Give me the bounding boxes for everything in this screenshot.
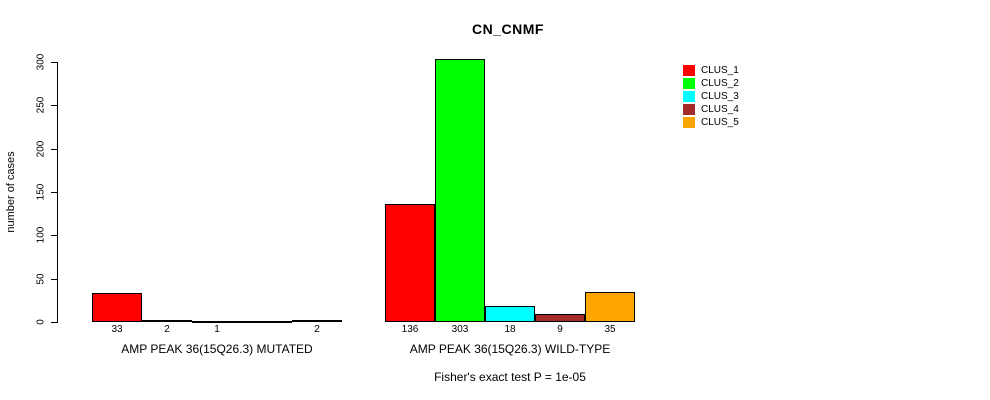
bar-count-label: 33 (111, 324, 123, 335)
y-axis-line (57, 62, 58, 323)
bar-clus_5-group1 (292, 320, 342, 322)
bar-clus_2-group1 (142, 320, 192, 322)
legend-label: CLUS_1 (701, 64, 739, 76)
legend-label: CLUS_5 (701, 116, 739, 128)
x-group-label-mutated: AMP PEAK 36(15Q26.3) MUTATED (121, 342, 313, 356)
legend-swatch (683, 78, 695, 89)
legend-label: CLUS_2 (701, 77, 739, 89)
bar-clus_5-group2 (585, 292, 635, 322)
y-tick (51, 279, 57, 280)
bar-count-label: 1 (214, 324, 220, 335)
legend-swatch (683, 104, 695, 115)
chart-title: CN_CNMF (472, 21, 544, 37)
y-tick-label: 50 (35, 273, 47, 285)
y-tick-label: 0 (35, 319, 47, 325)
y-tick (51, 149, 57, 150)
y-tick-label: 250 (35, 96, 47, 114)
y-tick (51, 192, 57, 193)
legend-swatch (683, 117, 695, 128)
bar-clus_1-group2 (385, 204, 435, 322)
y-tick (51, 322, 57, 323)
legend-item-clus_1: CLUS_1 (683, 64, 739, 77)
y-tick (51, 235, 57, 236)
legend-item-clus_3: CLUS_3 (683, 90, 739, 103)
y-axis-label: number of cases (5, 151, 17, 233)
y-tick (51, 62, 57, 63)
y-tick-label: 300 (35, 53, 47, 71)
bar-clus_3-group1 (192, 321, 242, 323)
bar-count-label: 2 (164, 324, 170, 335)
bar-count-label: 303 (451, 324, 469, 335)
bar-count-label: 35 (604, 324, 616, 335)
fisher-test-annotation: Fisher's exact test P = 1e-05 (434, 370, 586, 384)
legend-label: CLUS_4 (701, 103, 739, 115)
legend-item-clus_2: CLUS_2 (683, 77, 739, 90)
y-tick (51, 105, 57, 106)
bar-clus_4-group1 (242, 321, 292, 323)
legend-item-clus_5: CLUS_5 (683, 116, 739, 129)
bar-count-label: 9 (557, 324, 563, 335)
legend-item-clus_4: CLUS_4 (683, 103, 739, 116)
legend-swatch (683, 91, 695, 102)
cluster-legend: CLUS_1 CLUS_2 CLUS_3 CLUS_4 CLUS_5 (683, 64, 739, 129)
x-group-label-wildtype: AMP PEAK 36(15Q26.3) WILD-TYPE (409, 342, 611, 356)
legend-swatch (683, 65, 695, 76)
y-tick-label: 200 (35, 140, 47, 158)
bar-clus_2-group2 (435, 59, 485, 322)
bar-count-label: 2 (314, 324, 320, 335)
legend-label: CLUS_3 (701, 90, 739, 102)
bar-count-label: 136 (401, 324, 419, 335)
y-tick-label: 100 (35, 226, 47, 244)
bar-clus_4-group2 (535, 314, 585, 322)
y-tick-label: 150 (35, 183, 47, 201)
bar-clus_1-group1 (92, 293, 142, 322)
bar-clus_3-group2 (485, 306, 535, 322)
bar-count-label: 18 (504, 324, 516, 335)
